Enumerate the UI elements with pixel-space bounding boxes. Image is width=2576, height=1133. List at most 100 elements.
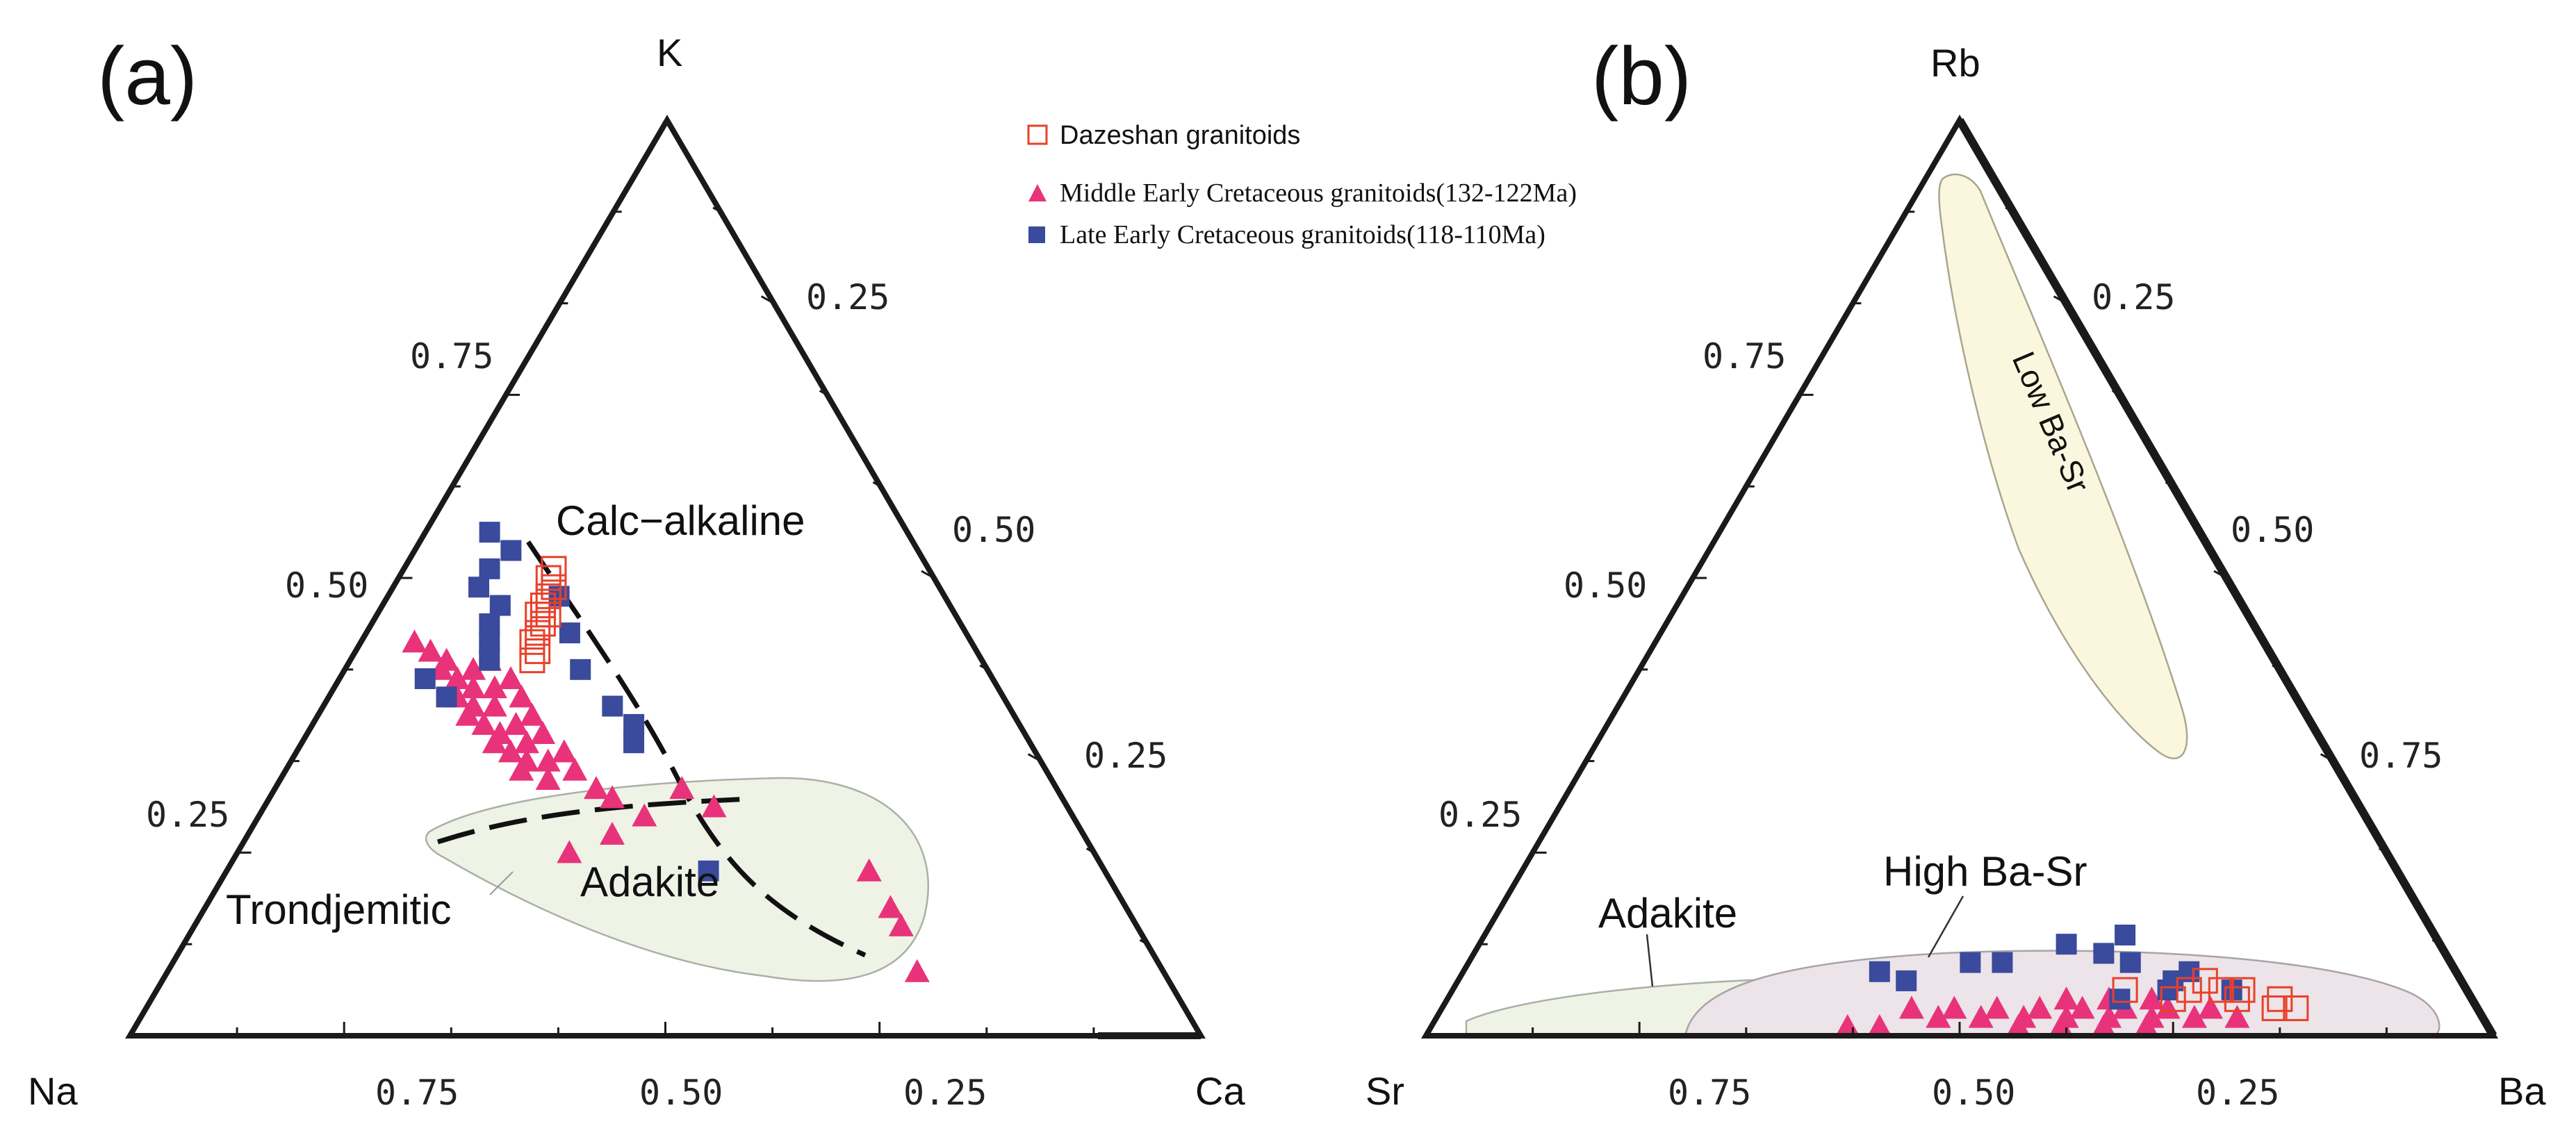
data-point-b-s1-16 [2005, 1014, 2031, 1036]
data-point-a-s1-14 [509, 757, 534, 781]
data-point-b-s2-0 [1869, 961, 1890, 982]
data-point-b-s2-6 [2115, 925, 2136, 946]
region-label-calc-alkaline: Calc−alkaline [556, 497, 805, 544]
data-point-b-s1-2 [1942, 995, 1967, 1019]
data-point-b-s1-18 [2091, 1014, 2117, 1036]
data-point-a-s2-6 [479, 631, 500, 653]
data-point-a-s0-0 [541, 556, 567, 582]
region-label-adakite-b: Adakite [1598, 890, 1737, 936]
vertex-label-k: K [657, 31, 682, 74]
high-ba-sr-pointer [1927, 895, 1964, 958]
data-point-a-s2-1 [500, 540, 522, 561]
data-point-a-s1-36 [856, 858, 882, 882]
data-point-b-s2-7 [2119, 952, 2141, 973]
tick-label-b-bottom-1: 0.75 [1668, 1073, 1751, 1113]
tick-label-b-bottom-2: 0.50 [1932, 1073, 2015, 1113]
data-point-a-s2-8 [414, 668, 436, 689]
data-point-a-s1-5 [461, 675, 486, 699]
data-point-a-s1-4 [444, 665, 470, 689]
data-point-a-s1-1 [418, 638, 443, 662]
tick-label-a-right-2: 0.50 [952, 510, 1035, 550]
tick-mark-a-1-6 [979, 664, 988, 671]
data-point-a-s1-11 [482, 730, 507, 754]
data-point-b-s1-20 [2053, 986, 2079, 1010]
data-point-b-s0-1 [2160, 986, 2186, 1012]
data-point-a-s2-5 [479, 613, 500, 634]
data-point-b-s2-5 [2093, 943, 2115, 964]
data-point-a-s2-16 [698, 860, 719, 882]
data-point-a-s2-11 [559, 622, 580, 644]
legend-label-0: Dazeshan granitoids [1060, 121, 1300, 150]
tick-label-b-left-2: 0.50 [1564, 565, 1647, 606]
tick-label-b-right-3: 0.75 [2359, 736, 2443, 776]
data-point-a-s0-7 [519, 629, 545, 655]
tick-mark-b-1-4 [2165, 481, 2174, 488]
tick-mark-a-1-8 [1085, 847, 1095, 854]
tick-mark-b-1-6 [2272, 664, 2281, 671]
vertex-label-ca: Ca [1195, 1069, 1245, 1113]
data-point-a-s1-9 [471, 711, 497, 735]
data-point-b-s0-0 [2112, 977, 2138, 1003]
tick-mark-b-1-2 [2053, 295, 2067, 304]
data-point-a-s0-6 [525, 620, 551, 646]
region-label-high-ba-sr: High Ba-Sr [1883, 848, 2087, 895]
data-point-a-s0-8 [525, 638, 551, 664]
data-point-a-s1-21 [551, 739, 577, 763]
data-point-b-s1-14 [2197, 995, 2223, 1019]
data-point-a-s1-34 [669, 776, 695, 800]
data-point-a-s1-39 [904, 959, 930, 982]
tick-mark-b-1-1 [2005, 206, 2014, 213]
ticks-b [1479, 206, 2440, 1036]
tick-label-a-left-1: 0.25 [146, 795, 229, 835]
data-point-a-s1-12 [498, 739, 523, 763]
tick-label-b-left-1: 0.25 [1438, 795, 1522, 835]
ternary-panel-a: (a) K Na Ca 0.25 0.50 0.75 0.25 0.50 0.2… [28, 31, 1245, 1113]
tick-label-a-right-1: 0.25 [806, 277, 889, 317]
tick-label-b-right-2: 0.50 [2231, 510, 2314, 550]
legend-label-2: Late Early Cretaceous granitoids(118-110… [1060, 220, 1545, 249]
data-point-a-s2-12 [570, 659, 591, 680]
data-point-a-s2-0 [479, 522, 500, 543]
data-point-b-s1-24 [1867, 1014, 1892, 1036]
data-point-a-s1-27 [535, 748, 561, 772]
data-point-a-s2-2 [479, 558, 500, 579]
data-point-a-s2-14 [623, 713, 645, 735]
data-point-b-s0-7 [2267, 986, 2293, 1012]
data-point-b-s0-2 [2176, 977, 2202, 1003]
data-point-a-s2-13 [602, 695, 623, 717]
tick-mark-a-1-4 [872, 481, 881, 488]
data-point-a-s2-3 [468, 577, 490, 598]
tick-label-a-bottom-1: 0.75 [375, 1073, 459, 1113]
data-points-b [1835, 925, 2309, 1036]
data-point-a-s1-32 [600, 822, 625, 845]
data-point-b-s1-13 [2181, 1004, 2207, 1028]
data-points-a [402, 522, 930, 982]
tick-label-b-right-1: 0.25 [2092, 277, 2175, 317]
tick-label-b-left-3: 0.75 [1703, 336, 1786, 377]
data-point-a-s1-23 [584, 776, 609, 800]
data-point-b-s1-22 [2139, 986, 2165, 1010]
tick-mark-b-1-5 [2213, 570, 2227, 579]
panel-label-a: (a) [97, 31, 197, 122]
data-point-a-s1-22 [562, 757, 588, 781]
data-point-b-s0-6 [2261, 995, 2288, 1021]
tick-mark-a-1-5 [921, 570, 935, 579]
tick-mark-a-1-2 [760, 295, 775, 304]
vertex-label-rb: Rb [1930, 41, 1980, 85]
tick-label-a-left-3: 0.75 [410, 336, 493, 377]
tick-mark-a-1-7 [1027, 753, 1042, 762]
data-point-a-s0-10 [525, 602, 551, 628]
ticks-a [183, 206, 1148, 1036]
tick-label-a-right-3: 0.25 [1084, 736, 1167, 776]
data-point-b-s1-4 [1984, 995, 2010, 1019]
data-point-a-s1-24 [482, 693, 507, 717]
data-point-b-s0-8 [2208, 977, 2234, 1003]
data-point-b-s1-19 [2133, 1014, 2159, 1036]
data-point-b-s1-3 [1968, 1004, 1994, 1028]
data-point-b-s2-2 [1960, 952, 1981, 973]
data-point-a-s2-4 [489, 595, 511, 616]
tick-mark-b-1-8 [2378, 847, 2388, 854]
data-point-a-s0-5 [530, 611, 556, 637]
adakite-pointer [1646, 934, 1654, 987]
